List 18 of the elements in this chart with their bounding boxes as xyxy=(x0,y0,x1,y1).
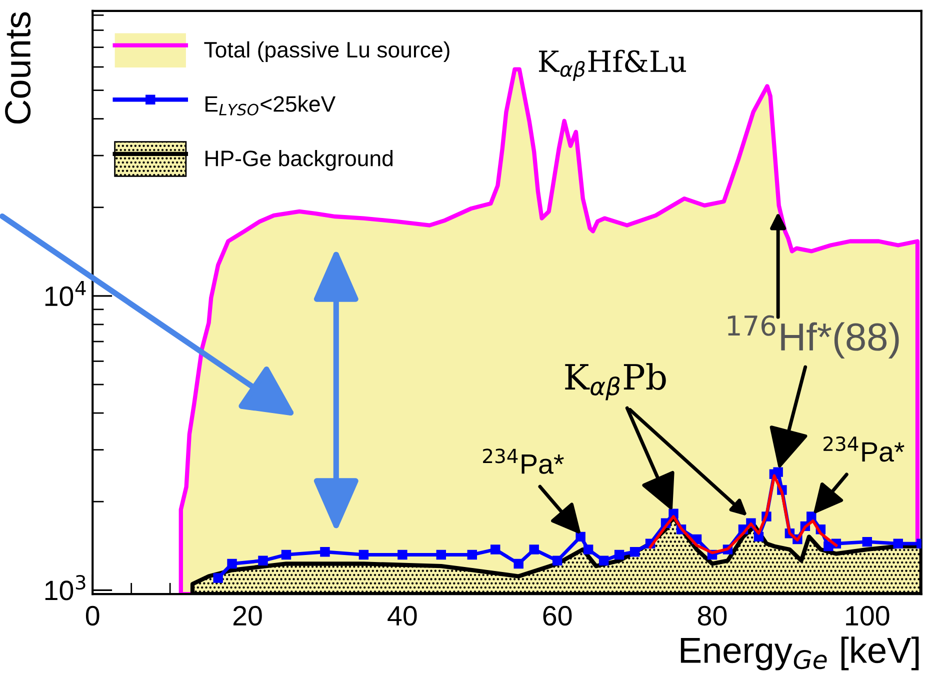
annotation: $^{234}$Pa* xyxy=(824,436,904,462)
x-tick-label: 0 xyxy=(86,606,100,626)
y-tick-label: 10$^{3}$ xyxy=(45,574,86,600)
x-axis-title: Energy$_{Ge}$ [keV] xyxy=(680,636,919,670)
y-tick-label: 10$^{4}$ xyxy=(45,281,86,306)
legend-label: HP-Ge background xyxy=(206,150,393,171)
annotation: $^{176}$Hf*(88) xyxy=(728,315,899,358)
x-tick-label: 60 xyxy=(543,606,572,626)
legend-label: E$_{LYSO}$<25keV xyxy=(206,96,336,116)
x-tick-label: 40 xyxy=(388,606,417,626)
legend-label: Total (passive Lu source) xyxy=(204,41,450,62)
y-axis-title: Counts xyxy=(5,12,31,124)
annotation: $^{234}$Pa* xyxy=(483,448,564,474)
annotation: K$_{αβ}$Hf&Lu xyxy=(538,50,686,81)
x-tick-label: 80 xyxy=(698,606,727,626)
x-tick-label: 100 xyxy=(846,606,890,626)
annotation: K$_{αβ}$Pb xyxy=(565,363,666,400)
x-tick-label: 20 xyxy=(233,606,262,626)
